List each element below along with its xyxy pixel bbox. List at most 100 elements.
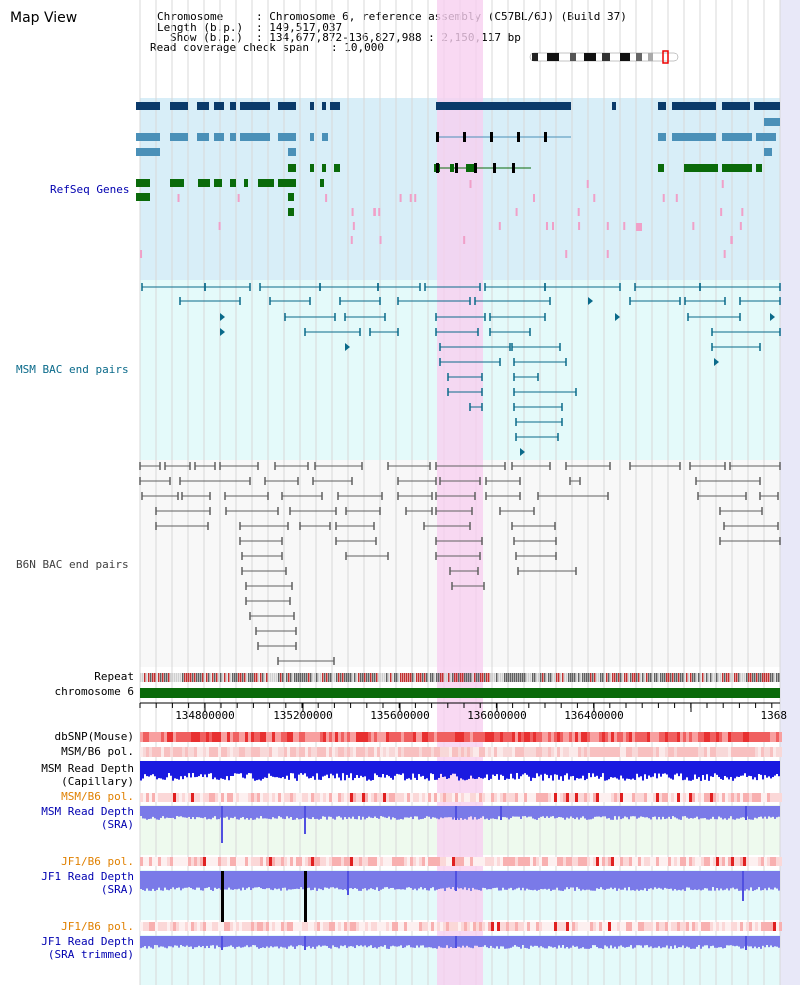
repeat-mark bbox=[242, 673, 244, 682]
polymorphism-bin bbox=[368, 922, 371, 931]
capillary-depth-bar bbox=[736, 761, 738, 777]
polymorphism-bin bbox=[407, 857, 410, 866]
read-depth-bar bbox=[754, 806, 756, 818]
snp-density-bin bbox=[773, 732, 776, 742]
repeat-mark bbox=[672, 673, 674, 682]
polymorphism-bin bbox=[536, 793, 539, 802]
gene-exon bbox=[230, 102, 236, 110]
capillary-depth-bar bbox=[350, 761, 352, 774]
msm-pol-bin bbox=[668, 747, 671, 757]
msm-pol-bin bbox=[422, 747, 425, 757]
read-depth-bar bbox=[674, 806, 676, 818]
read-depth-bar bbox=[160, 806, 162, 818]
repeat-mark bbox=[212, 673, 214, 682]
read-depth-bar bbox=[700, 936, 702, 949]
msm-pol-bin bbox=[614, 747, 617, 757]
label-refseq-genes[interactable]: RefSeq Genes bbox=[50, 183, 130, 196]
polymorphism-bin bbox=[176, 857, 179, 866]
read-depth-bar bbox=[698, 871, 700, 890]
read-depth-bar bbox=[674, 936, 676, 946]
read-depth-bar bbox=[348, 806, 350, 818]
snp-density-bin bbox=[614, 732, 617, 742]
repeat-mark bbox=[392, 673, 394, 682]
read-depth-bar bbox=[372, 936, 374, 949]
read-depth-bar bbox=[230, 806, 232, 818]
read-depth-bar bbox=[432, 806, 434, 818]
refseq-genes-track[interactable] bbox=[136, 102, 780, 258]
read-depth-bar bbox=[514, 871, 516, 890]
snp-density-bin bbox=[272, 732, 275, 742]
msm-pol-bin bbox=[218, 747, 221, 757]
repeat-mark bbox=[356, 673, 358, 682]
repeat-mark bbox=[766, 673, 768, 682]
read-depth-bar bbox=[594, 871, 596, 891]
read-depth-bar bbox=[508, 936, 510, 949]
repeat-mark bbox=[594, 673, 596, 682]
read-depth-bar bbox=[272, 806, 274, 818]
capillary-depth-bar bbox=[438, 761, 440, 778]
selection-highlight[interactable] bbox=[437, 0, 483, 985]
snp-density-bin bbox=[668, 732, 671, 742]
b6n-bac-track[interactable] bbox=[139, 462, 781, 665]
repeat-mark bbox=[254, 673, 256, 682]
read-depth-bar bbox=[628, 806, 630, 820]
read-depth-bar bbox=[534, 871, 536, 890]
repeat-mark bbox=[688, 673, 690, 682]
read-depth-bar bbox=[244, 936, 246, 947]
polymorphism-bin bbox=[320, 793, 323, 802]
read-depth-bar bbox=[704, 871, 706, 889]
polymorphism-bin bbox=[557, 857, 560, 866]
polymorphism-bin bbox=[665, 793, 668, 802]
gene-exon bbox=[517, 132, 520, 142]
snp-density-bin bbox=[368, 732, 371, 742]
read-depth-bar bbox=[200, 806, 202, 818]
polymorphism-bin bbox=[299, 793, 302, 802]
read-depth-bar bbox=[590, 936, 592, 949]
read-depth-bar bbox=[646, 806, 648, 818]
repeat-mark bbox=[248, 673, 250, 682]
read-depth-bar bbox=[312, 806, 314, 818]
polymorphism-bin bbox=[443, 857, 446, 866]
label-msm-bac-end-pairs[interactable]: MSM BAC end pairs bbox=[16, 363, 129, 376]
repeat-mark bbox=[196, 673, 198, 682]
polymorphism-bin bbox=[239, 922, 242, 931]
polymorphism-bin bbox=[287, 922, 290, 931]
read-depth-bar bbox=[144, 871, 146, 891]
capillary-depth-bar bbox=[588, 761, 590, 774]
snp-density-bin bbox=[158, 732, 161, 742]
read-depth-bar bbox=[212, 871, 214, 891]
polymorphism-bin bbox=[383, 793, 386, 802]
chromosome-ideogram[interactable] bbox=[529, 50, 679, 64]
polymorphism-bin bbox=[224, 922, 227, 931]
capillary-depth-bar bbox=[556, 761, 558, 775]
capillary-depth-bar bbox=[520, 761, 522, 777]
read-depth-bar bbox=[774, 936, 776, 947]
snp-density-bin bbox=[236, 732, 239, 742]
read-depth-bar bbox=[614, 806, 616, 817]
capillary-depth-bar bbox=[470, 761, 472, 776]
read-depth-bar bbox=[526, 936, 528, 949]
read-depth-bar bbox=[700, 806, 702, 819]
read-depth-bar bbox=[504, 871, 506, 890]
read-depth-bar bbox=[608, 806, 610, 819]
snp-density-bin bbox=[509, 732, 512, 742]
polymorphism-bin bbox=[449, 922, 452, 931]
capillary-depth-bar bbox=[214, 761, 216, 778]
read-depth-bar bbox=[230, 936, 232, 946]
read-depth-bar bbox=[602, 871, 604, 890]
polymorphism-bin bbox=[779, 857, 782, 866]
repeat-mark bbox=[726, 673, 728, 682]
polymorphism-bin bbox=[179, 857, 182, 866]
snp-density-bin bbox=[209, 732, 212, 742]
repeat-mark bbox=[592, 673, 594, 682]
label-msm-b6-pol: MSM/B6 pol. bbox=[61, 745, 134, 758]
repeat-mark bbox=[696, 673, 698, 682]
read-depth-bar bbox=[596, 871, 598, 889]
read-depth-bar bbox=[550, 936, 552, 947]
read-depth-bar bbox=[174, 806, 176, 820]
capillary-depth-bar bbox=[190, 761, 192, 778]
label-b6n-bac-end-pairs[interactable]: B6N BAC end pairs bbox=[16, 558, 129, 571]
msm-bac-track[interactable] bbox=[141, 283, 781, 456]
repeat-mark bbox=[626, 673, 628, 682]
